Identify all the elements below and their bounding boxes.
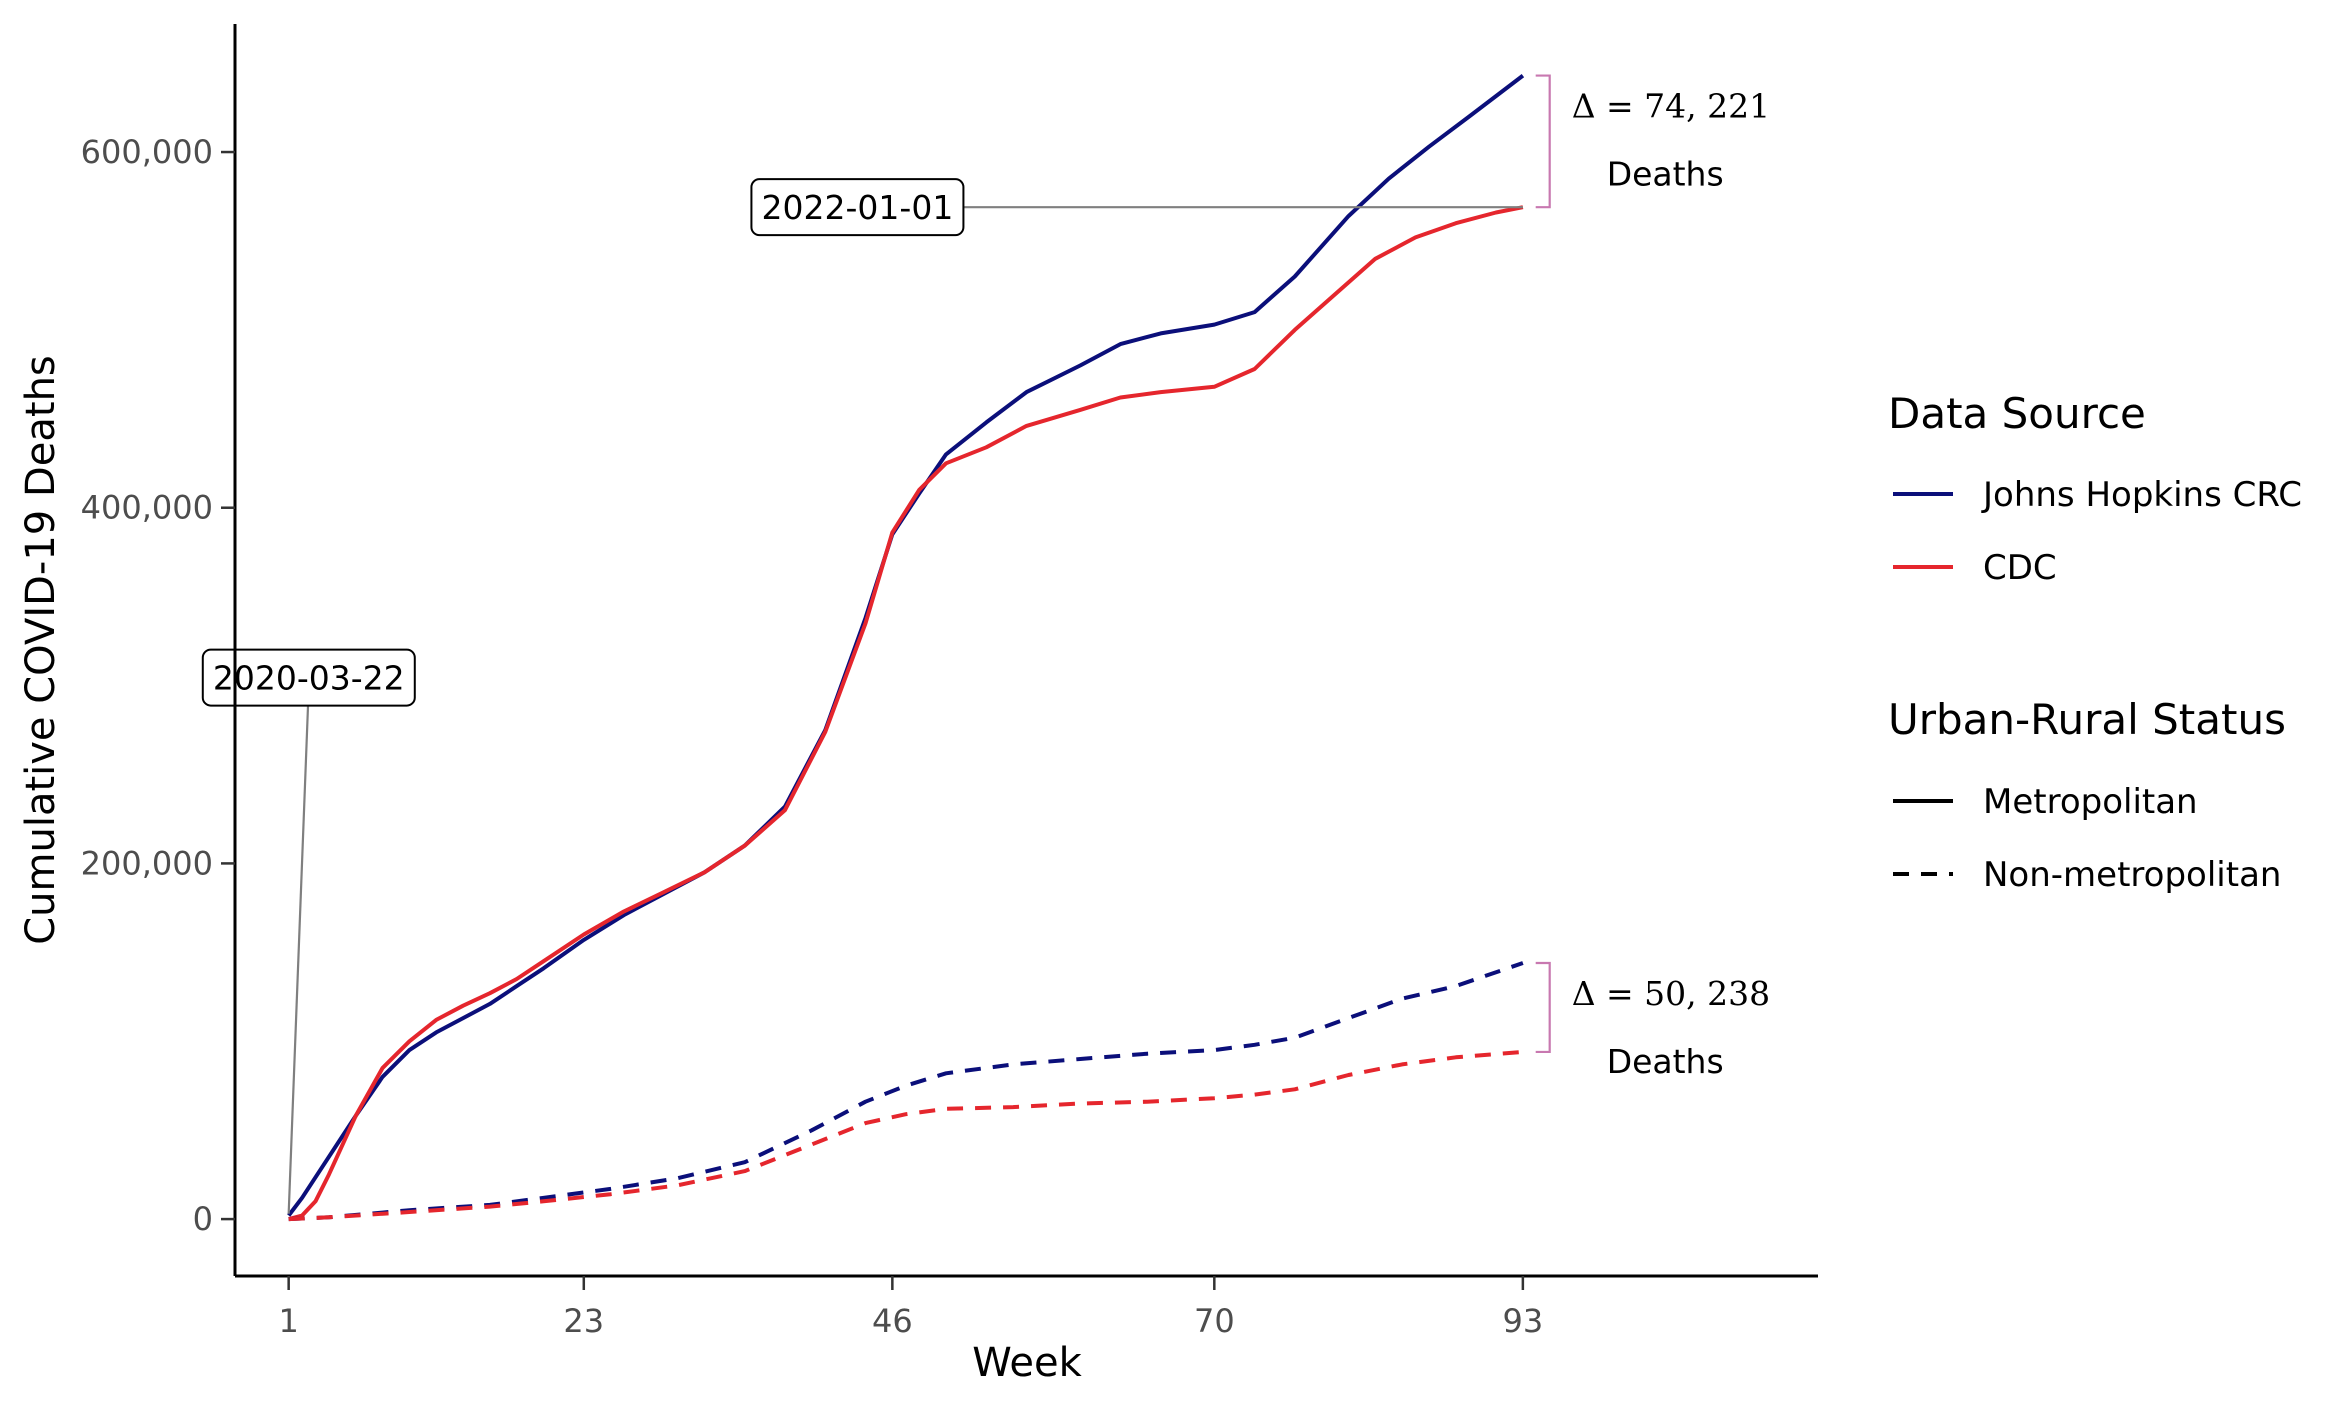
y-tick-label: 600,000 (81, 133, 213, 171)
bracket-shape (1535, 74, 1551, 209)
axis-ticks: 1 23 46 70 93 0 200,000 400,000 600,000 (81, 133, 1544, 1340)
legend-label-metropolitan: Metropolitan (1983, 782, 2198, 822)
bracket-delta-label: Δ = 74, 221 (1572, 87, 1770, 126)
x-tick-label: 46 (872, 1302, 913, 1340)
axes (233, 24, 1818, 1278)
y-tick-label: 0 (193, 1200, 213, 1238)
bracket-deaths-label: Deaths (1607, 155, 1724, 194)
series-line-johns-hopkins-crc-metropolitan (287, 74, 1525, 1217)
annotation-2022-01-01-box (750, 178, 965, 237)
bracket-shape (1535, 961, 1551, 1054)
y-axis-title: Cumulative COVID-19 Deaths (18, 355, 64, 945)
legend-label-cdc: CDC (1983, 548, 2057, 588)
bracket-delta-label: Δ = 50, 238 (1572, 974, 1770, 1013)
annotation-2020-03-22-box (201, 648, 416, 707)
x-tick-label: 93 (1503, 1302, 1544, 1340)
legend-title-data-source: Data Source (1888, 389, 2146, 438)
y-tick-label: 200,000 (81, 844, 213, 882)
legend-label-non-metropolitan: Non-metropolitan (1983, 855, 2281, 895)
x-axis-title: Week (972, 1340, 1082, 1386)
series-line-cdc-non-metropolitan (288, 1049, 1524, 1222)
legend-title-urban-rural: Urban-Rural Status (1888, 695, 2286, 744)
annotation-2020-03-22-connector (287, 685, 310, 1214)
x-tick-label: 70 (1194, 1302, 1235, 1340)
annotation-2022-01-01-label: 2022-01-01 (762, 188, 954, 227)
bracket-deaths-label: Deaths (1607, 1042, 1724, 1081)
legend-label-johns-hopkins: Johns Hopkins CRC (1981, 475, 2302, 515)
legend: Data Source Johns Hopkins CRC CDC Urban-… (1888, 389, 2302, 895)
x-tick-label: 23 (563, 1302, 604, 1340)
x-tick-label: 1 (278, 1302, 298, 1340)
plot-lines (287, 74, 1525, 1222)
annotation-2020-03-22-label: 2020-03-22 (213, 659, 405, 698)
y-tick-label: 400,000 (81, 489, 213, 527)
delta-bracket-2: Δ = 50, 238 Deaths (1535, 961, 1770, 1081)
series-line-cdc-metropolitan (288, 205, 1524, 1222)
delta-bracket-1: Δ = 74, 221 Deaths (1535, 74, 1770, 209)
series-line-johns-hopkins-crc-non-metropolitan (288, 961, 1524, 1222)
